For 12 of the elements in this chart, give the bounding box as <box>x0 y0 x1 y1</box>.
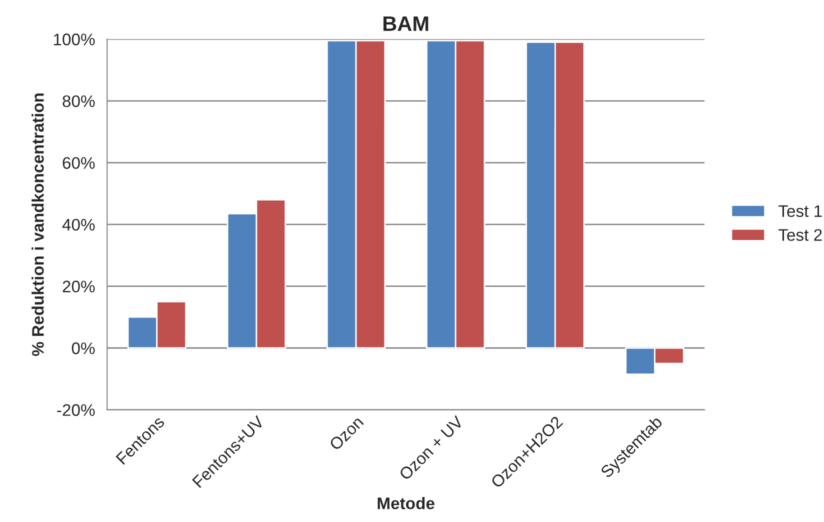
y-tick-label: -20% <box>57 404 95 416</box>
y-tick-label: 20% <box>62 280 95 292</box>
y-tick-label: 0% <box>72 342 95 354</box>
y-tick-label: 60% <box>62 157 95 169</box>
y-axis-title: % Reduktion i vandkoncentration <box>32 94 44 356</box>
x-axis-title: Metode <box>378 497 434 510</box>
y-tick-label: 100% <box>54 34 95 46</box>
legend-label: Test 1 <box>778 205 822 217</box>
chart-title: BAM <box>383 16 428 31</box>
legend-label: Test 2 <box>778 229 822 241</box>
y-tick-label: 80% <box>62 95 95 108</box>
y-tick-label: 40% <box>62 218 95 231</box>
